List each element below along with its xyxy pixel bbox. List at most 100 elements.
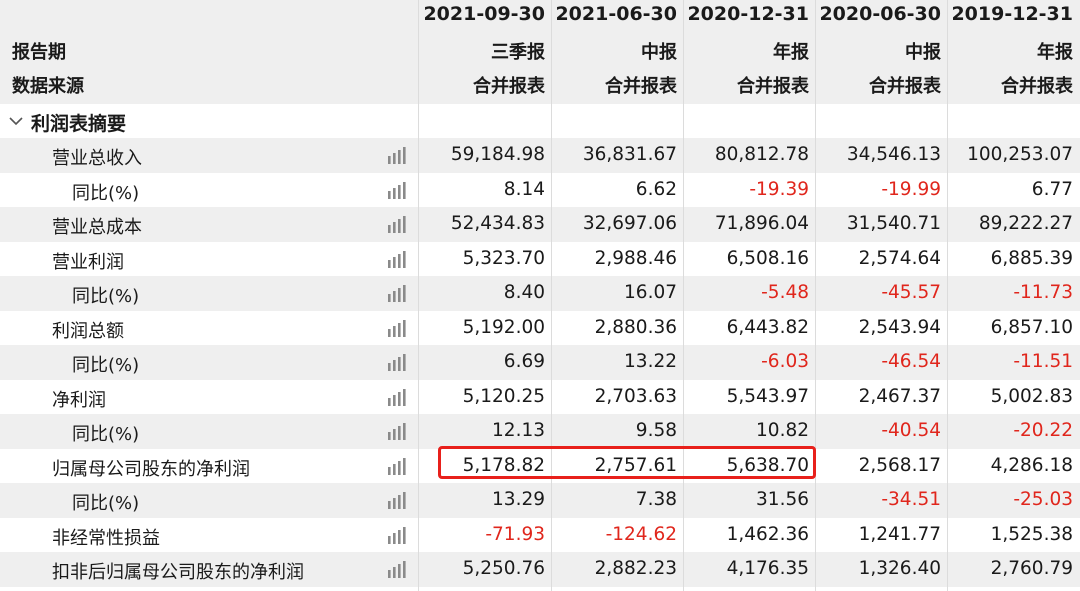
row-label: 非经常性损益 bbox=[52, 527, 160, 549]
table-cell: 6,857.10 bbox=[990, 316, 1073, 338]
table-cell: 8.14 bbox=[503, 178, 545, 200]
table-row-label[interactable]: 利润总额 bbox=[0, 311, 418, 346]
table-cell: -45.57 bbox=[881, 282, 941, 303]
bar-chart-icon[interactable] bbox=[387, 285, 407, 302]
table-row-label[interactable]: 归属母公司股东的净利润 bbox=[0, 449, 418, 484]
column-divider bbox=[815, 0, 816, 591]
table-row: 5,250.76 2,882.23 4,176.35 1,326.40 2,760.79 bbox=[419, 552, 1080, 587]
table-row: 5,192.00 2,880.36 6,443.82 2,543.94 6,857.10 bbox=[419, 311, 1080, 346]
bar-chart-icon[interactable] bbox=[387, 216, 407, 233]
column-data-source: 合并报表 bbox=[473, 76, 545, 97]
table-cell: 5,192.00 bbox=[462, 316, 545, 338]
table-row: 59,184.98 36,831.67 80,812.78 34,546.13 100,… bbox=[419, 138, 1080, 173]
table-cell: 10.82 bbox=[756, 420, 809, 441]
bar-chart-icon[interactable] bbox=[387, 147, 407, 164]
table-row-label[interactable]: 同比(%) bbox=[0, 414, 418, 449]
column-divider bbox=[947, 0, 948, 591]
table-cell: 9.58 bbox=[635, 420, 677, 441]
bar-chart-icon[interactable] bbox=[387, 457, 407, 475]
table-cell: 5,323.70 bbox=[462, 247, 545, 269]
table-row: 52,434.83 32,697.06 71,896.04 31,540.71 89,2… bbox=[419, 207, 1080, 242]
bar-chart-icon[interactable] bbox=[387, 354, 407, 371]
table-row-label[interactable]: 扣非后归属母公司股东的净利润 bbox=[0, 552, 418, 587]
bar-chart-icon[interactable] bbox=[387, 492, 407, 509]
bar-chart-icon[interactable] bbox=[387, 561, 407, 578]
table-row-label[interactable]: 净利润 bbox=[0, 380, 418, 415]
table-row-label[interactable]: 非经常性损益 bbox=[0, 518, 418, 553]
table-cell: 36,831.67 bbox=[582, 144, 677, 165]
table-cell: 5,178.82 bbox=[462, 454, 545, 476]
table-row: 5,120.25 2,703.63 5,543.97 2,467.37 5,002.83 bbox=[419, 380, 1080, 415]
table-cell: -25.03 bbox=[1013, 489, 1073, 510]
table-cell: -34.51 bbox=[881, 489, 941, 510]
table-cell: 5,002.83 bbox=[990, 385, 1073, 407]
row-label: 营业总收入 bbox=[52, 148, 142, 169]
table-row-label[interactable]: 营业总成本 bbox=[0, 207, 418, 242]
table-cell: 6,443.82 bbox=[726, 316, 809, 338]
column-date: 2021-06-30 bbox=[555, 3, 677, 25]
table-cell: 2,568.17 bbox=[858, 454, 941, 476]
column-report-type: 中报 bbox=[905, 42, 941, 63]
row-label-column: 报告期 数据来源 利润表摘要 营业总收入 同比(%) 营业总成本 营业利润 同比(%) 利… bbox=[0, 0, 418, 591]
table-cell: -46.54 bbox=[881, 351, 941, 372]
table-row-label[interactable]: 同比(%) bbox=[0, 345, 418, 380]
column-date: 2020-06-30 bbox=[819, 3, 941, 25]
row-label: 营业总成本 bbox=[52, 217, 142, 238]
chevron-down-icon[interactable] bbox=[8, 113, 24, 129]
table-cell: 32,697.06 bbox=[582, 213, 677, 234]
table-cell: -71.93 bbox=[485, 523, 545, 545]
row-label: 归属母公司股东的净利润 bbox=[52, 458, 250, 480]
table-cell: 52,434.83 bbox=[450, 213, 545, 234]
table-row: 8.40 16.07 -5.48 -45.57 -11.73 bbox=[419, 276, 1080, 311]
row-label: 净利润 bbox=[52, 389, 106, 411]
table-cell: 2,988.46 bbox=[594, 247, 677, 269]
table-cell: 5,250.76 bbox=[462, 558, 545, 579]
table-cell: 6.77 bbox=[1031, 178, 1073, 200]
table-cell: 13.29 bbox=[492, 489, 545, 510]
bar-chart-icon[interactable] bbox=[387, 423, 407, 440]
section-toggle[interactable]: 利润表摘要 bbox=[0, 104, 418, 138]
table-cell: -19.39 bbox=[749, 178, 809, 200]
table-cell: -6.03 bbox=[761, 351, 809, 372]
table-cell: -124.62 bbox=[605, 523, 677, 545]
table-row-label[interactable]: 营业利润 bbox=[0, 242, 418, 277]
table-cell: 6.62 bbox=[635, 178, 677, 200]
table-row-label[interactable]: 同比(%) bbox=[0, 276, 418, 311]
bar-chart-icon[interactable] bbox=[387, 319, 407, 337]
table-cell: 6,885.39 bbox=[990, 247, 1073, 269]
table-row-label[interactable]: 同比(%) bbox=[0, 173, 418, 208]
table-cell: -19.99 bbox=[881, 178, 941, 200]
table-cell: 2,574.64 bbox=[858, 247, 941, 269]
bar-chart-icon[interactable] bbox=[387, 388, 407, 406]
row-label: 同比(%) bbox=[72, 424, 140, 445]
table-cell: -40.54 bbox=[881, 420, 941, 441]
section-title: 利润表摘要 bbox=[31, 113, 127, 135]
highlight-box bbox=[438, 446, 816, 479]
period-label: 报告期 bbox=[12, 42, 66, 63]
table-cell: 1,462.36 bbox=[726, 523, 809, 545]
table-cell: 4,286.18 bbox=[990, 454, 1073, 476]
table-cell: 2,760.79 bbox=[990, 558, 1073, 579]
table-cell: -11.51 bbox=[1013, 351, 1073, 372]
row-label: 同比(%) bbox=[72, 286, 140, 307]
table-row-label[interactable]: 同比(%) bbox=[0, 483, 418, 518]
table-cell: 59,184.98 bbox=[450, 144, 545, 165]
table-row: 5,323.70 2,988.46 6,508.16 2,574.64 6,885.39 bbox=[419, 242, 1080, 277]
table-cell: 13.22 bbox=[624, 351, 677, 372]
table-cell: 31,540.71 bbox=[846, 213, 941, 234]
column-date: 2019-12-31 bbox=[951, 3, 1073, 25]
column-data-source: 合并报表 bbox=[1001, 76, 1073, 97]
table-cell: 1,241.77 bbox=[858, 523, 941, 545]
table-cell: 71,896.04 bbox=[714, 213, 809, 234]
column-data-source: 合并报表 bbox=[737, 76, 809, 97]
row-label: 营业利润 bbox=[52, 251, 124, 273]
table-cell: 34,546.13 bbox=[846, 144, 941, 165]
column-header bbox=[419, 0, 1080, 104]
table-cell: 80,812.78 bbox=[714, 144, 809, 165]
table-cell: 2,467.37 bbox=[858, 385, 941, 407]
table-row-label[interactable]: 营业总收入 bbox=[0, 138, 418, 173]
bar-chart-icon[interactable] bbox=[387, 250, 407, 268]
table-row: 6.69 13.22 -6.03 -46.54 -11.51 bbox=[419, 345, 1080, 380]
bar-chart-icon[interactable] bbox=[387, 181, 407, 199]
bar-chart-icon[interactable] bbox=[387, 526, 407, 544]
